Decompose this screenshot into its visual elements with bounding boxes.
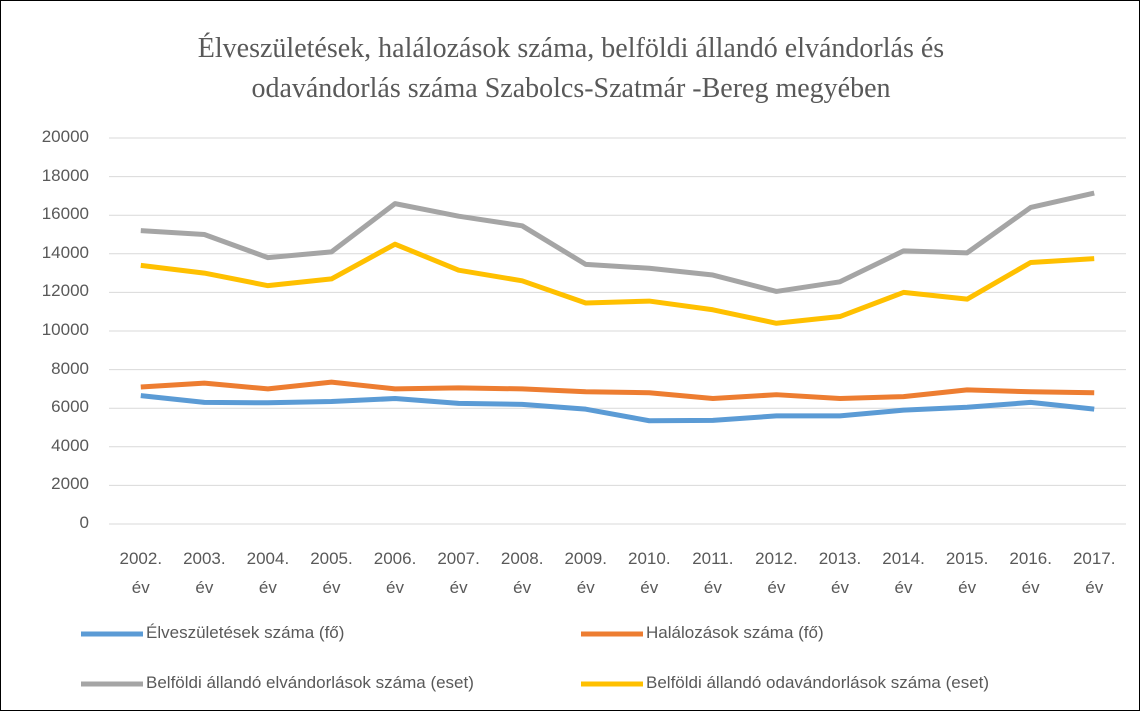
y-tick-label: 10000 xyxy=(41,320,89,339)
y-tick-label: 2000 xyxy=(51,474,89,494)
x-tick-label: 2011. év xyxy=(692,549,734,597)
legend-label: Halálozások száma (fő) xyxy=(646,623,824,642)
series-line xyxy=(140,379,1095,402)
x-tick-label: 2012. év xyxy=(755,549,798,597)
y-tick-label: 14000 xyxy=(41,242,89,262)
series-line xyxy=(140,190,1095,294)
series-line xyxy=(140,393,1095,424)
legend-label: Élveszületések száma (fő) xyxy=(146,623,345,642)
x-tick-label: 2005. év xyxy=(310,549,353,597)
x-tick-label: 2016. év xyxy=(1009,549,1052,597)
x-tick-label: 2010. év xyxy=(628,549,671,597)
x-tick-label: 2004. év xyxy=(246,549,290,597)
y-tick-label: 6000 xyxy=(51,397,89,417)
x-tick-label: 2015. év xyxy=(945,549,989,597)
x-tick-label: 2013. év xyxy=(818,549,862,597)
y-tick-label: 20000 xyxy=(41,127,89,146)
chart-title: Élveszületések, halálozások száma, belfö… xyxy=(197,33,945,104)
legend-label: Belföldi állandó odavándorlások száma (e… xyxy=(646,673,990,692)
x-tick-label: 2002. év xyxy=(119,549,163,597)
x-tick-label: 2017. év xyxy=(1072,549,1116,597)
y-tick-label: 16000 xyxy=(41,204,89,224)
x-tick-label: 2003. év xyxy=(183,549,226,597)
x-tick-label: 2007. év xyxy=(437,549,480,597)
y-tick-label: 18000 xyxy=(41,165,89,185)
y-tick-label: 4000 xyxy=(51,435,89,455)
y-tick-label: 8000 xyxy=(51,358,89,378)
x-tick-label: 2006. év xyxy=(373,549,417,597)
x-tick-label: 2008. év xyxy=(500,549,544,597)
series-line xyxy=(140,241,1095,326)
x-tick-label: 2009. év xyxy=(564,549,607,597)
y-tick-label: 0 xyxy=(79,513,89,532)
x-tick-label: 2014. év xyxy=(882,549,925,597)
legend-label: Belföldi állandó elvándorlások száma (es… xyxy=(146,673,474,692)
y-tick-label: 12000 xyxy=(41,281,89,301)
